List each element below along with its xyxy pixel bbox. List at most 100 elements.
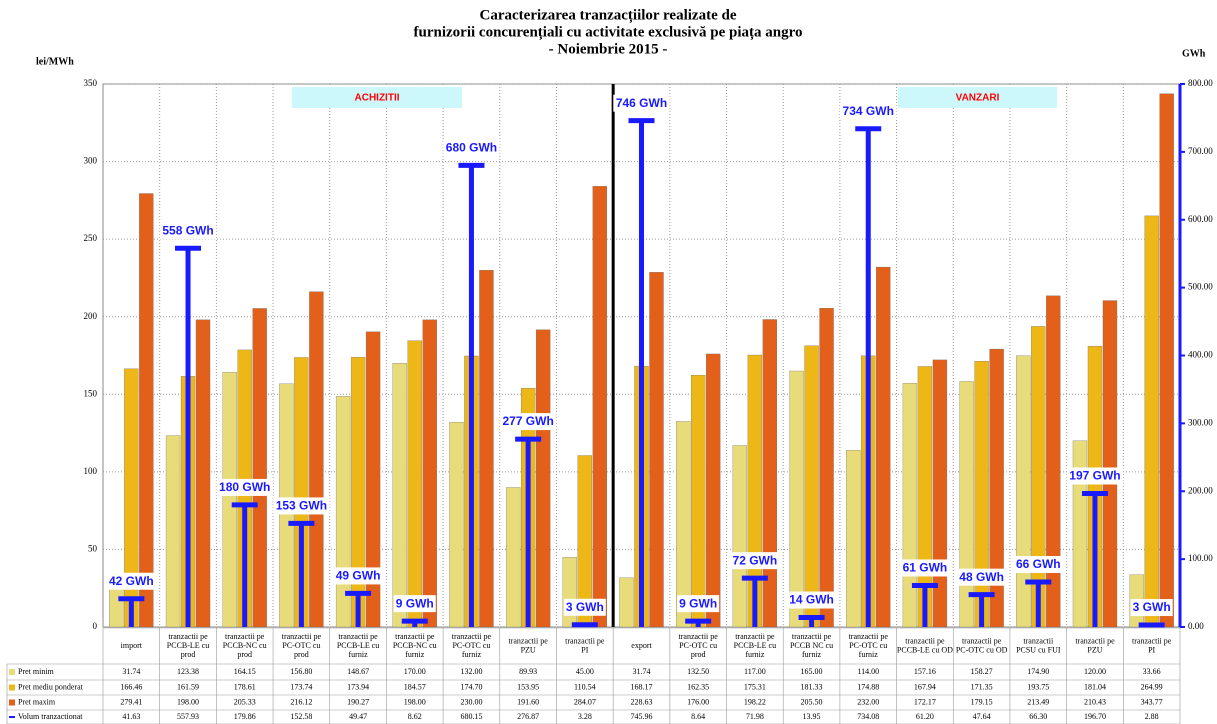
table-cell: 230.00 bbox=[460, 697, 482, 706]
table-cell: 680.15 bbox=[460, 712, 482, 721]
x-tick-label: tranzactii pe PCCB-NC cu furniz bbox=[393, 632, 437, 659]
table-cell: 47.64 bbox=[973, 712, 991, 721]
table-cell: 156.80 bbox=[290, 667, 312, 676]
volume-label-bg bbox=[499, 413, 557, 431]
table-cell: 114.00 bbox=[857, 667, 879, 676]
table-cell: 745.96 bbox=[631, 712, 653, 721]
table-cell: 117.00 bbox=[744, 667, 766, 676]
volume-label: 9 GWh bbox=[396, 596, 434, 610]
bar bbox=[1159, 93, 1174, 628]
bar bbox=[422, 319, 437, 628]
table-cell: 173.74 bbox=[290, 682, 312, 691]
table-cell: 132.50 bbox=[687, 667, 709, 676]
volume-label: 9 GWh bbox=[679, 596, 717, 610]
volume-label: 14 GWh bbox=[789, 593, 834, 607]
y-axis-title: lei/MWh bbox=[36, 56, 74, 67]
table-cell: 89.93 bbox=[519, 667, 537, 676]
bar bbox=[1144, 215, 1159, 628]
bar bbox=[676, 421, 691, 628]
table-cell: 173.94 bbox=[347, 682, 369, 691]
legend-swatch bbox=[9, 699, 15, 706]
table-cell: 167.94 bbox=[914, 682, 936, 691]
bar bbox=[1072, 440, 1088, 628]
volume-label-bg bbox=[216, 478, 273, 496]
volume-label: 66 GWh bbox=[1016, 557, 1061, 571]
table-cell: 45.00 bbox=[576, 667, 594, 676]
volume-label: 3 GWh bbox=[1133, 600, 1171, 614]
volume-label: 42 GWh bbox=[109, 574, 154, 588]
x-tick-label: tranzactii pe PZU bbox=[508, 636, 548, 654]
table-cell: 110.54 bbox=[574, 682, 596, 691]
bar bbox=[407, 340, 422, 628]
bar bbox=[505, 487, 521, 628]
x-tick-label: tranzactii pe PCCB-LE cu OD bbox=[897, 636, 953, 654]
bar bbox=[479, 270, 494, 628]
x-tick-label: tranzactii pe PZU bbox=[1075, 636, 1115, 654]
table-cell: 33.66 bbox=[1143, 667, 1161, 676]
bar bbox=[902, 383, 918, 628]
volume-label: 49 GWh bbox=[336, 569, 381, 583]
table-cell: 152.58 bbox=[290, 712, 312, 721]
table-cell: 132.00 bbox=[460, 667, 482, 676]
table-cell: 181.04 bbox=[1084, 682, 1106, 691]
table-cell: 170.00 bbox=[404, 667, 426, 676]
x-tick-label: tranzactii PCSU cu FUI bbox=[1016, 636, 1061, 654]
table-cell: 165.00 bbox=[801, 667, 823, 676]
volume-label: 197 GWh bbox=[1069, 469, 1120, 483]
y-tick-label: 300 bbox=[84, 156, 98, 166]
table-cell: 191.60 bbox=[517, 697, 539, 706]
volume-label-bg bbox=[1130, 599, 1173, 617]
y-tick-label: 50 bbox=[88, 543, 98, 553]
table-cell: 184.57 bbox=[404, 682, 426, 691]
table-cell: 205.33 bbox=[234, 697, 256, 706]
legend-label: Pret mediu ponderat bbox=[18, 682, 84, 691]
legend-label: Volum tranzactionat bbox=[18, 712, 83, 721]
bar bbox=[1016, 355, 1031, 628]
y2-tick-label: 300.00 bbox=[1188, 417, 1213, 427]
volume-label-bg bbox=[613, 94, 670, 112]
x-tick-label: export bbox=[631, 641, 652, 650]
table-cell: 8.64 bbox=[691, 712, 705, 721]
volume-label-bg bbox=[677, 595, 720, 613]
table-cell: 279.41 bbox=[120, 697, 142, 706]
table-cell: 157.16 bbox=[914, 667, 936, 676]
bar bbox=[706, 353, 721, 628]
volume-label-bg bbox=[957, 568, 1007, 586]
table-cell: 161.59 bbox=[177, 682, 199, 691]
bar bbox=[252, 308, 267, 628]
y-tick-label: 0 bbox=[93, 621, 98, 631]
x-tick-label: tranzactii pe PCCB-LE cu furniz bbox=[734, 632, 776, 659]
table-cell: 196.70 bbox=[1084, 712, 1106, 721]
table-cell: 148.67 bbox=[347, 667, 369, 676]
volume-label: 72 GWh bbox=[733, 553, 778, 567]
table-cell: 3.28 bbox=[578, 712, 592, 721]
table-cell: 174.88 bbox=[857, 682, 879, 691]
x-tick-label: tranzactii pe PCCB-LE cu prod bbox=[167, 632, 209, 659]
bar bbox=[649, 272, 664, 628]
legend-swatch bbox=[9, 669, 15, 675]
volume-label: 61 GWh bbox=[903, 561, 948, 575]
y-tick-label: 150 bbox=[84, 388, 98, 398]
bar bbox=[732, 445, 748, 628]
legend-label: Pret maxim bbox=[18, 697, 56, 706]
y-tick-label: 100 bbox=[84, 466, 98, 476]
table-cell: 176.00 bbox=[687, 697, 709, 706]
bar bbox=[222, 372, 237, 628]
y-tick-label: 200 bbox=[84, 311, 98, 321]
bar bbox=[1046, 295, 1061, 628]
bar bbox=[535, 329, 551, 628]
table-cell: 49.47 bbox=[349, 712, 367, 721]
table-cell: 178.61 bbox=[234, 682, 256, 691]
volume-label: 746 GWh bbox=[616, 96, 667, 110]
chart-title: Caracterizarea tranzacțiilor realizate d… bbox=[480, 7, 737, 23]
volume-label: 3 GWh bbox=[566, 600, 604, 614]
y2-tick-label: 700.00 bbox=[1188, 146, 1213, 156]
bar bbox=[165, 435, 181, 628]
table-cell: 232.00 bbox=[857, 697, 879, 706]
legend-label: Pret minim bbox=[18, 667, 55, 676]
bar bbox=[846, 449, 861, 628]
table-cell: 557.93 bbox=[177, 712, 199, 721]
table-cell: 164.15 bbox=[234, 667, 256, 676]
volume-label-bg bbox=[563, 598, 606, 616]
